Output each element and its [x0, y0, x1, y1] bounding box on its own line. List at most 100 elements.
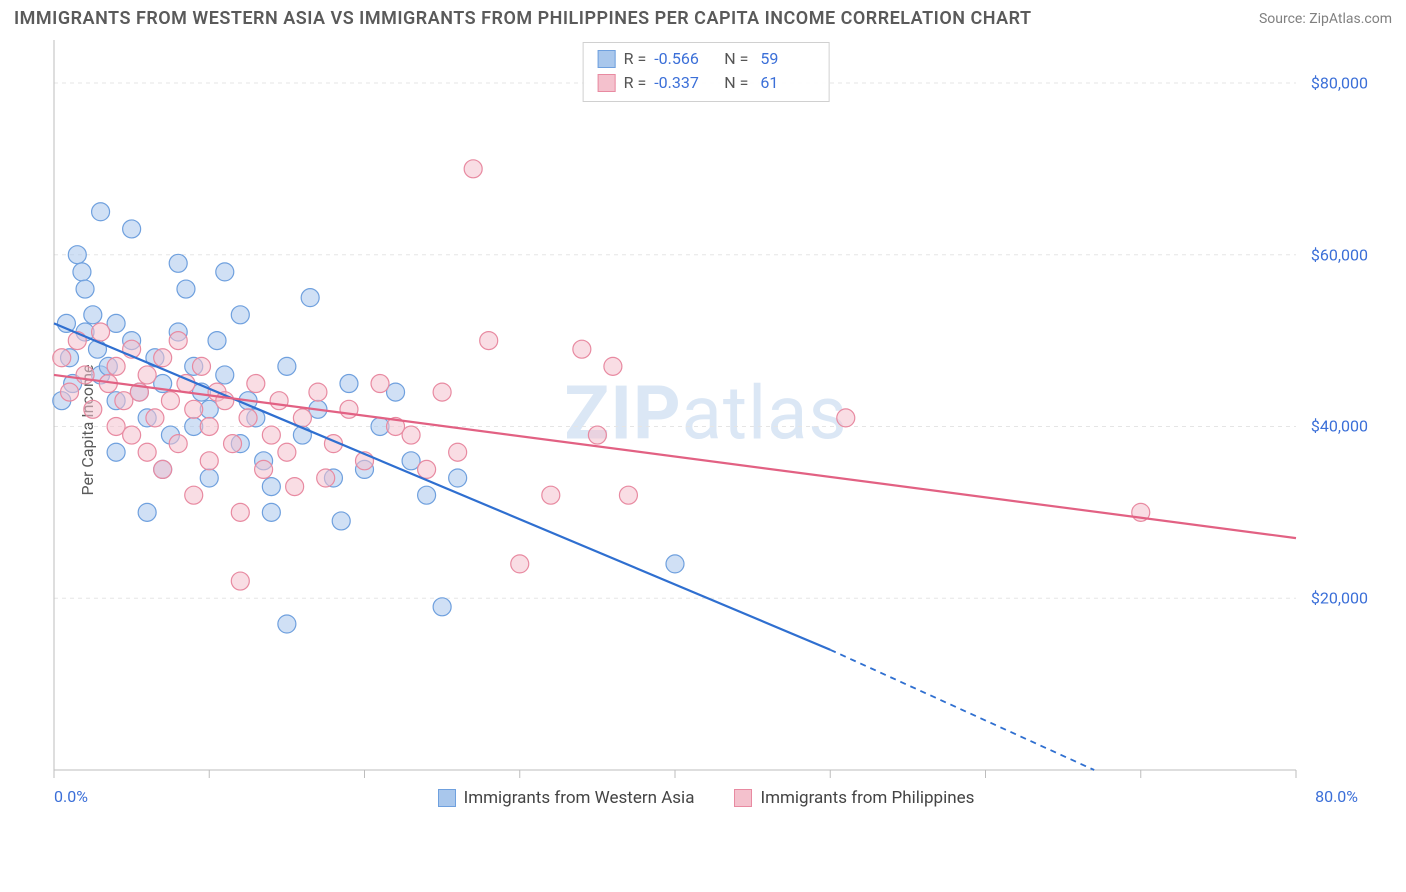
data-point	[216, 263, 234, 281]
data-point	[138, 443, 156, 461]
r-value: -0.337	[654, 71, 712, 95]
n-label: N =	[720, 71, 748, 95]
data-point	[433, 598, 451, 616]
legend-swatch	[598, 50, 616, 68]
data-point	[138, 366, 156, 384]
data-point	[286, 478, 304, 496]
data-point	[200, 469, 218, 487]
data-point	[68, 246, 86, 264]
stats-legend: R = -0.566 N = 59 R = -0.337 N = 61	[583, 42, 830, 102]
data-point	[107, 443, 125, 461]
n-value: 59	[756, 47, 814, 71]
data-point	[573, 340, 591, 358]
data-point	[200, 417, 218, 435]
data-point	[247, 375, 265, 393]
n-value: 61	[756, 71, 814, 95]
r-label: R =	[624, 47, 647, 71]
data-point	[464, 160, 482, 178]
data-point	[278, 443, 296, 461]
stats-row: R = -0.337 N = 61	[598, 71, 815, 95]
data-point	[61, 383, 79, 401]
data-point	[161, 392, 179, 410]
data-point	[154, 349, 172, 367]
data-point	[84, 400, 102, 418]
n-label: N =	[720, 47, 748, 71]
data-point	[192, 357, 210, 375]
data-point	[542, 486, 560, 504]
data-point	[92, 203, 110, 221]
data-point	[224, 435, 242, 453]
data-point	[449, 443, 467, 461]
legend-swatch	[438, 789, 456, 807]
source-label: Source: ZipAtlas.com	[1259, 11, 1392, 27]
data-point	[154, 460, 172, 478]
data-point	[837, 409, 855, 427]
y-tick-label: $80,000	[1311, 73, 1368, 92]
data-point	[511, 555, 529, 573]
data-point	[604, 357, 622, 375]
data-point	[340, 375, 358, 393]
data-point	[278, 615, 296, 633]
legend-label: Immigrants from Philippines	[760, 788, 974, 808]
data-point	[185, 486, 203, 504]
legend-swatch	[734, 789, 752, 807]
data-point	[262, 503, 280, 521]
data-point	[402, 426, 420, 444]
data-point	[73, 263, 91, 281]
data-point	[309, 383, 327, 401]
data-point	[278, 357, 296, 375]
data-point	[588, 426, 606, 444]
data-point	[231, 572, 249, 590]
data-point	[371, 375, 389, 393]
data-point	[619, 486, 637, 504]
data-point	[231, 306, 249, 324]
data-point	[480, 332, 498, 350]
data-point	[123, 220, 141, 238]
data-point	[255, 460, 273, 478]
data-point	[418, 486, 436, 504]
data-point	[666, 555, 684, 573]
data-point	[216, 366, 234, 384]
data-point	[262, 478, 280, 496]
data-point	[138, 503, 156, 521]
data-point	[317, 469, 335, 487]
data-point	[208, 332, 226, 350]
data-point	[53, 349, 71, 367]
trend-line-extrapolated	[830, 650, 1094, 770]
scatter-plot	[46, 40, 1366, 820]
data-point	[270, 392, 288, 410]
r-label: R =	[624, 71, 647, 95]
data-point	[169, 332, 187, 350]
legend-label: Immigrants from Western Asia	[464, 788, 695, 808]
data-point	[76, 280, 94, 298]
data-point	[107, 357, 125, 375]
data-point	[123, 426, 141, 444]
data-point	[185, 400, 203, 418]
y-tick-label: $20,000	[1311, 589, 1368, 608]
data-point	[231, 503, 249, 521]
data-point	[239, 409, 257, 427]
data-point	[169, 435, 187, 453]
data-point	[262, 426, 280, 444]
data-point	[200, 452, 218, 470]
chart-title: IMMIGRANTS FROM WESTERN ASIA VS IMMIGRAN…	[14, 8, 1032, 29]
data-point	[418, 460, 436, 478]
chart-area: Per Capita Income ZIPatlas R =-0.566 N =…	[46, 40, 1366, 820]
data-point	[301, 289, 319, 307]
r-value: -0.566	[654, 47, 712, 71]
data-point	[76, 366, 94, 384]
y-tick-label: $60,000	[1311, 245, 1368, 264]
data-point	[433, 383, 451, 401]
legend-swatch	[598, 74, 616, 92]
data-point	[332, 512, 350, 530]
bottom-legend: Immigrants from Western Asia Immigrants f…	[46, 788, 1366, 808]
data-point	[92, 323, 110, 341]
data-point	[84, 306, 102, 324]
data-point	[146, 409, 164, 427]
data-point	[449, 469, 467, 487]
legend-item: Immigrants from Philippines	[734, 788, 974, 808]
legend-item: Immigrants from Western Asia	[438, 788, 695, 808]
y-tick-label: $40,000	[1311, 417, 1368, 436]
data-point	[169, 254, 187, 272]
data-point	[177, 280, 195, 298]
